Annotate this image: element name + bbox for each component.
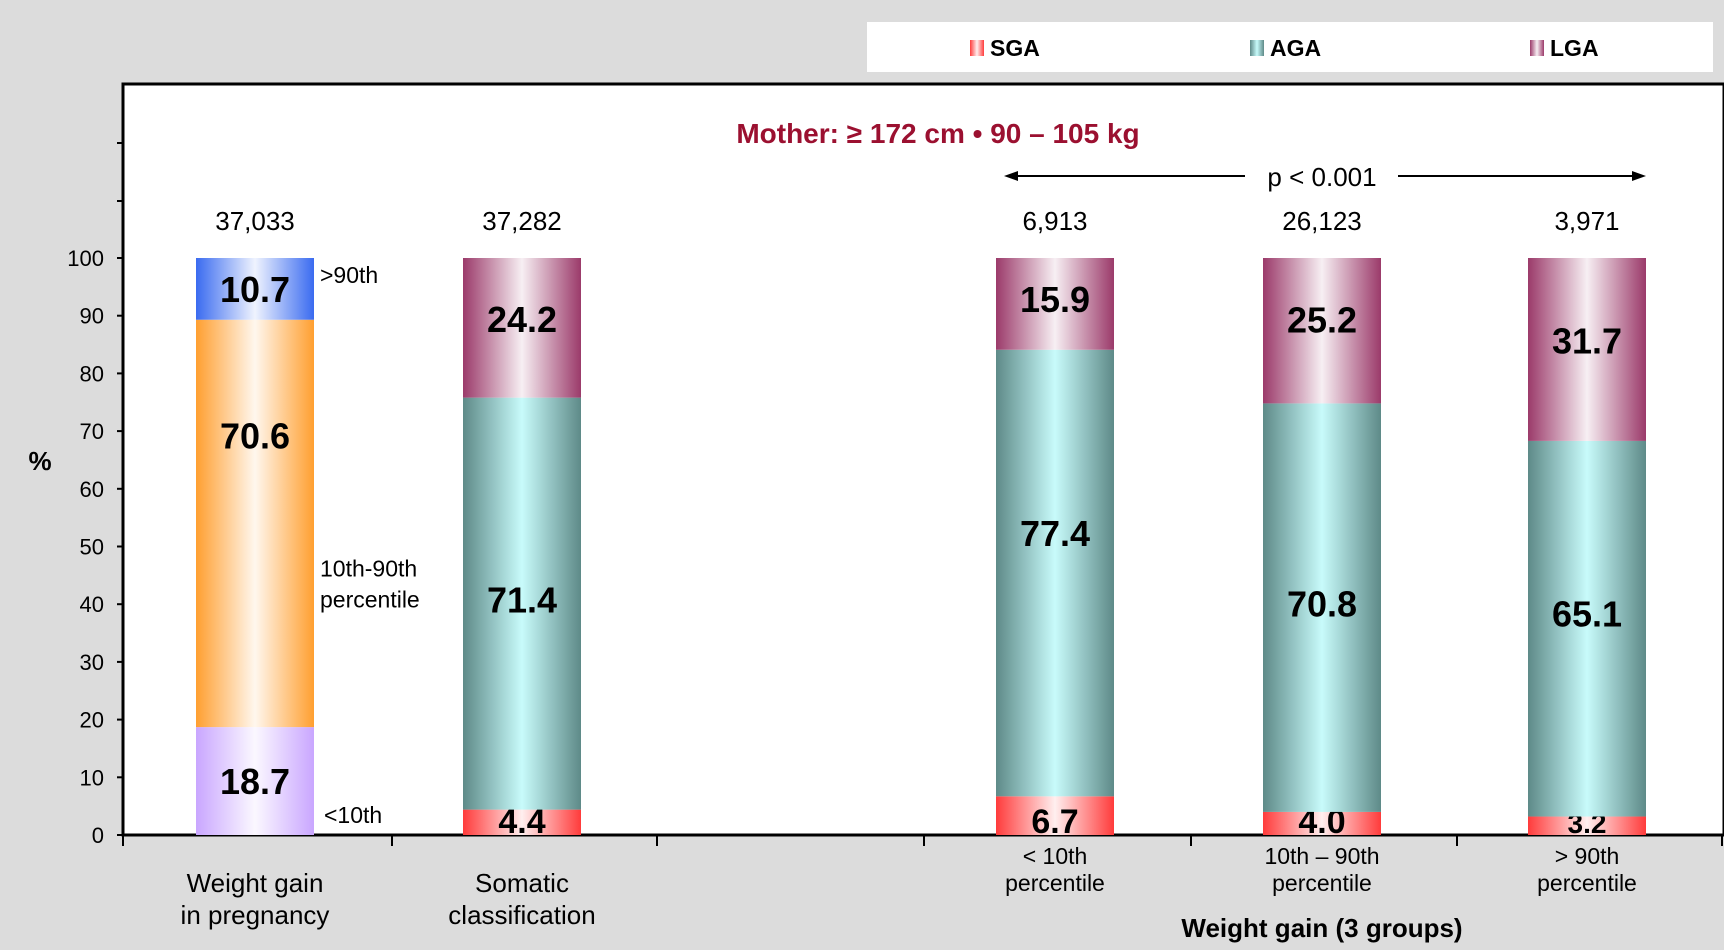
side-label: 10th-90th (320, 555, 417, 581)
y-axis: 0 10 20 30 40 50 60 70 80 90 100 (67, 84, 1723, 848)
y-tick-label: 50 (80, 535, 104, 560)
bar-segment-sga (1528, 816, 1646, 835)
x-group-label: Weight gain (3 groups) (1181, 913, 1462, 943)
x-category-label: 10th – 90th (1264, 843, 1379, 869)
bar-value-label: 70.6 (220, 415, 290, 456)
bar-value-label: 24.2 (487, 299, 557, 340)
bar-value-label: 15.9 (1020, 279, 1090, 320)
p-value-annotation: p < 0.001 (1004, 162, 1646, 192)
legend-box (867, 22, 1713, 72)
legend-item-lga: LGA (1530, 35, 1599, 61)
bar-segment-lga (1528, 258, 1646, 441)
bar-value-label: 70.8 (1287, 584, 1357, 625)
legend-label: SGA (990, 35, 1040, 61)
bar-value-label: 65.1 (1552, 594, 1622, 635)
bar-value-label: 31.7 (1552, 320, 1622, 361)
p-arrow-left-head (1004, 171, 1018, 181)
x-category-label: classification (448, 900, 595, 930)
legend-swatch (1530, 40, 1544, 56)
bar-segment-aga (1528, 440, 1646, 817)
legend-swatch (970, 40, 984, 56)
y-tick-label: 90 (80, 304, 104, 329)
x-category-label: < 10th (1023, 843, 1088, 869)
y-tick-label: 40 (80, 592, 104, 617)
y-axis-label: % (28, 446, 51, 476)
x-category-label: Weight gain (187, 868, 324, 898)
legend-label: AGA (1270, 35, 1321, 61)
bar-segment-sga (463, 809, 581, 835)
bar-segment-aga (996, 349, 1114, 797)
x-category-label: > 90th (1555, 843, 1620, 869)
bar-segment-sga (996, 796, 1114, 835)
bar-n-label: 3,971 (1554, 206, 1619, 236)
y-tick-label: 100 (67, 246, 104, 271)
x-category-label: percentile (1537, 870, 1637, 896)
bar-value-label: 25.2 (1287, 300, 1357, 341)
side-label: percentile (320, 586, 420, 612)
legend-item-sga: SGA (970, 35, 1040, 61)
bar-value-label: 71.4 (487, 580, 557, 621)
bar-n-label: 37,033 (215, 206, 295, 236)
bar-segment--10th (196, 727, 314, 835)
y-tick-label: 20 (80, 708, 104, 733)
bar-value-label: 10.7 (220, 269, 290, 310)
x-category-label: in pregnancy (181, 900, 330, 930)
side-label: <10th (324, 802, 382, 828)
bar-n-label: 37,282 (482, 206, 562, 236)
side-label: >90th (320, 262, 378, 288)
bar-n-label: 26,123 (1282, 206, 1362, 236)
bar-wg: 37,033 18.7 <10th 70.6 10th-90th percentile 10… (181, 206, 420, 930)
y-tick-label: 30 (80, 650, 104, 675)
p-value-text: p < 0.001 (1267, 162, 1376, 192)
bars: 37,03318.7<10th70.610th-90thpercentile10… (181, 206, 1646, 930)
legend-item-aga: AGA (1250, 35, 1321, 61)
legend-label: LGA (1550, 35, 1599, 61)
x-category-label: percentile (1272, 870, 1372, 896)
bar-value-label: 77.4 (1020, 513, 1090, 554)
bar-segment--90th (196, 258, 314, 320)
bar-segment-sga (1263, 811, 1381, 835)
legend: SGA AGA LGA (867, 22, 1713, 72)
legend-swatch (1250, 40, 1264, 56)
bar-value-label: 6.7 (1031, 803, 1078, 841)
p-arrow-right-head (1632, 171, 1646, 181)
plot-area (121, 82, 1724, 837)
y-tick-label: 80 (80, 361, 104, 386)
y-tick-label: 0 (92, 823, 104, 848)
bar-segment-10th-90th-percentile (196, 319, 314, 728)
chart-title: Mother: ≥ 172 cm • 90 – 105 kg (736, 118, 1139, 149)
x-category-label: percentile (1005, 870, 1105, 896)
x-category-label: Somatic (475, 868, 569, 898)
y-tick-label: 70 (80, 419, 104, 444)
bar-segment-lga (996, 258, 1114, 350)
bar-segment-aga (1263, 403, 1381, 812)
bar-segment-lga (1263, 258, 1381, 404)
bar-value-label: 18.7 (220, 761, 290, 802)
y-tick-label: 60 (80, 477, 104, 502)
bar-n-label: 6,913 (1022, 206, 1087, 236)
bar-segment-lga (463, 258, 581, 398)
y-tick-label: 10 (80, 765, 104, 790)
bar-segment-aga (463, 397, 581, 810)
